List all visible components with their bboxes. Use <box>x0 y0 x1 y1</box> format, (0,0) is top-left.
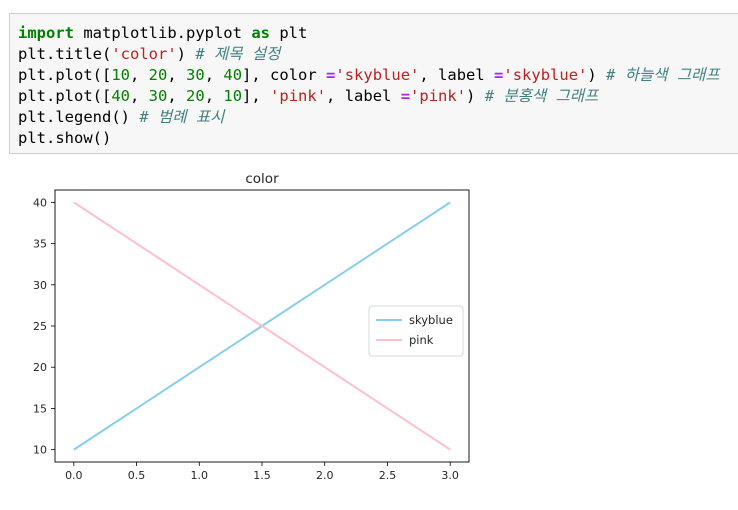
code-token: # 범례 표시 <box>139 108 225 126</box>
code-token: , <box>204 66 224 84</box>
cell-output: color 0.0 0.5 1.0 1.5 2.0 2.5 3.0 10 15 20 25 30 35 4… <box>0 160 738 506</box>
code-token: matplotlib.pyplot <box>74 24 252 42</box>
code-token: , <box>130 87 149 105</box>
code-token: 40 <box>111 87 130 105</box>
code-token: 'pink' <box>270 87 327 105</box>
code-token: # 분홍색 그래프 <box>484 87 599 105</box>
x-tick-label: 2.0 <box>316 469 334 482</box>
x-tick-label: 0.0 <box>65 469 83 482</box>
code-token: 40 <box>223 66 243 84</box>
code-token: plt.plot([ <box>18 87 112 105</box>
code-token: 20 <box>186 87 205 105</box>
axis-ticks: 0.0 0.5 1.0 1.5 2.0 2.5 3.0 10 15 20 25 30 35 40 <box>33 196 459 482</box>
legend: skyblue pink <box>368 305 464 357</box>
code-token: = <box>494 66 504 84</box>
code-token: ], color <box>242 66 327 84</box>
code-line: plt.show() <box>18 128 720 149</box>
line-chart: color 0.0 0.5 1.0 1.5 2.0 2.5 3.0 10 15 20 25 30 35 4… <box>33 171 470 482</box>
code-token: as <box>251 24 270 42</box>
code-token: , <box>167 87 187 105</box>
code-token: plt.title( <box>18 45 112 63</box>
code-token: plt.plot([ <box>18 66 112 84</box>
code-token: 'color' <box>111 45 177 63</box>
code-token: plt.show() <box>18 129 112 147</box>
code-cell[interactable]: import matplotlib.pyplot as plt plt.title… <box>9 13 738 154</box>
code-token: ) <box>466 87 485 105</box>
code-token: , label <box>419 66 495 84</box>
code-token: 'skyblue' <box>335 66 420 84</box>
y-tick-label: 10 <box>33 444 47 457</box>
code-editor[interactable]: import matplotlib.pyplot as plt plt.title… <box>18 23 720 149</box>
code-token: ) <box>176 45 196 63</box>
code-token: # 제목 설정 <box>195 45 281 63</box>
legend-label: pink <box>409 333 434 347</box>
y-tick-label: 20 <box>33 361 47 374</box>
x-tick-label: 2.5 <box>379 469 397 482</box>
code-token: ) <box>587 66 607 84</box>
code-token: 20 <box>148 66 168 84</box>
code-token: import <box>18 24 74 42</box>
code-token: = <box>400 87 411 105</box>
code-token: = <box>326 66 336 84</box>
code-token: 'pink' <box>410 87 467 105</box>
code-token: plt.legend() <box>18 108 140 126</box>
code-token: , <box>167 66 187 84</box>
y-tick-label: 30 <box>33 279 47 292</box>
y-tick-label: 40 <box>33 196 47 209</box>
code-line: plt.legend() # 범례 표시 <box>18 107 720 128</box>
code-token: ], <box>242 87 271 105</box>
code-token: 30 <box>148 87 168 105</box>
legend-label: skyblue <box>409 313 453 327</box>
code-token: , <box>130 66 149 84</box>
code-token: plt <box>269 24 308 42</box>
code-token: 10 <box>223 87 243 105</box>
code-token: , <box>204 87 224 105</box>
chart-title: color <box>245 171 279 187</box>
x-tick-label: 0.5 <box>128 469 146 482</box>
y-tick-label: 15 <box>33 402 47 415</box>
x-tick-label: 3.0 <box>441 469 459 482</box>
y-tick-label: 25 <box>33 320 47 333</box>
code-line: plt.plot([40, 30, 20, 10], 'pink', label… <box>18 86 720 107</box>
series-lines <box>73 201 451 451</box>
code-line: plt.plot([10, 20, 30, 40], color ='skybl… <box>18 65 720 86</box>
code-token: # 하늘색 그래프 <box>606 66 720 84</box>
code-token: 10 <box>111 66 130 84</box>
x-tick-label: 1.5 <box>253 469 271 482</box>
x-tick-label: 1.0 <box>191 469 209 482</box>
code-line: plt.title('color') # 제목 설정 <box>18 44 720 65</box>
code-token: 'skyblue' <box>503 66 588 84</box>
y-tick-label: 35 <box>33 238 47 251</box>
code-token: 30 <box>186 66 205 84</box>
series-line-pink <box>73 201 451 451</box>
legend-box <box>368 305 464 357</box>
code-token: , label <box>326 87 401 105</box>
code-line: import matplotlib.pyplot as plt <box>18 23 720 44</box>
